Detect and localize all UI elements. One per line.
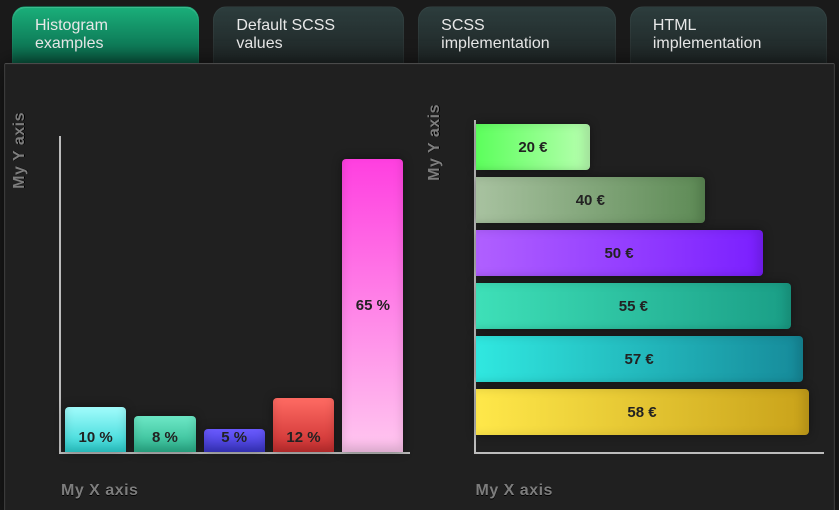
vertical-bar-label: 5 % <box>221 429 247 446</box>
tab-html-implementation[interactable]: HTML implementation <box>630 6 827 63</box>
vertical-bar-label: 12 % <box>286 429 320 446</box>
horizontal-chart-area: 20 € 40 € 50 € 55 € 57 € 58 € <box>474 120 825 454</box>
horizontal-bar: 58 € <box>476 389 809 435</box>
vertical-chart-y-label: My Y axis <box>11 112 29 189</box>
tab-scss-implementation[interactable]: SCSS implementation <box>418 6 616 63</box>
vertical-bar-row: 10 % 8 % 5 % 12 % 65 % <box>65 136 404 452</box>
panel: My Y axis 10 % 8 % 5 % 12 % 65 % My X axis M… <box>4 63 835 510</box>
horizontal-chart: My Y axis 20 € 40 € 50 € 55 € 57 € 58 € My X … <box>420 64 835 510</box>
vertical-bar-label: 65 % <box>356 297 390 314</box>
horizontal-chart-x-label: My X axis <box>476 482 553 500</box>
horizontal-bar: 50 € <box>476 230 763 276</box>
tab-bar: Histogram examples Default SCSS values S… <box>0 0 839 63</box>
vertical-bar-label: 10 % <box>79 429 113 446</box>
vertical-chart-x-label: My X axis <box>61 482 138 500</box>
horizontal-bar-label: 58 € <box>627 404 656 421</box>
horizontal-bar-label: 57 € <box>625 351 654 368</box>
vertical-chart-area: 10 % 8 % 5 % 12 % 65 % <box>59 136 410 454</box>
vertical-bar: 65 % <box>342 159 403 452</box>
horizontal-bar-label: 55 € <box>619 298 648 315</box>
horizontal-bar-label: 50 € <box>604 245 633 262</box>
horizontal-bar-label: 40 € <box>576 192 605 209</box>
horizontal-bar: 40 € <box>476 177 706 223</box>
vertical-bar-label: 8 % <box>152 429 178 446</box>
horizontal-bar: 20 € <box>476 124 591 170</box>
tab-default-scss-values[interactable]: Default SCSS values <box>213 6 404 63</box>
vertical-bar: 8 % <box>134 416 195 452</box>
horizontal-bar-col: 20 € 40 € 50 € 55 € 57 € 58 € <box>476 124 821 448</box>
horizontal-bar: 57 € <box>476 336 803 382</box>
vertical-bar: 5 % <box>204 429 265 452</box>
horizontal-bar: 55 € <box>476 283 792 329</box>
vertical-bar: 10 % <box>65 407 126 452</box>
tab-histogram-examples[interactable]: Histogram examples <box>12 6 199 63</box>
horizontal-chart-y-label: My Y axis <box>426 104 444 181</box>
horizontal-bar-label: 20 € <box>518 139 547 156</box>
vertical-chart: My Y axis 10 % 8 % 5 % 12 % 65 % My X axis <box>5 64 420 510</box>
vertical-bar: 12 % <box>273 398 334 452</box>
